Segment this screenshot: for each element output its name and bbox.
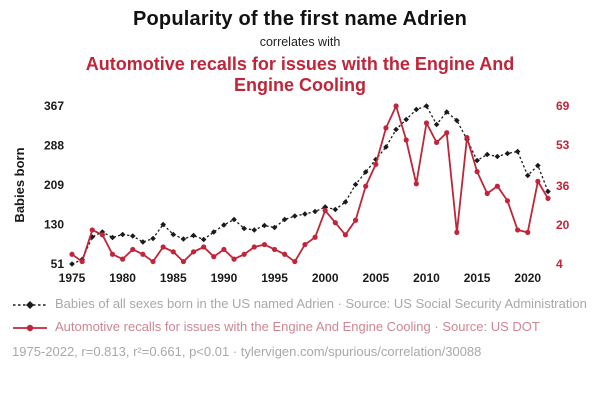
svg-text:20: 20	[556, 219, 570, 233]
svg-text:130: 130	[44, 218, 64, 232]
svg-text:36: 36	[556, 180, 570, 194]
svg-text:209: 209	[44, 178, 64, 192]
svg-text:2010: 2010	[413, 271, 440, 285]
svg-text:1990: 1990	[211, 271, 238, 285]
dashed-diamond-line-icon	[13, 301, 47, 310]
stats-footer: 1975-2022, r=0.813, r²=0.661, p<0.01 · t…	[12, 343, 482, 359]
svg-text:2005: 2005	[362, 271, 389, 285]
svg-text:53: 53	[556, 138, 570, 152]
svg-text:1985: 1985	[160, 271, 187, 285]
svg-text:1980: 1980	[109, 271, 136, 285]
svg-text:Recalls: Recalls	[597, 163, 600, 209]
svg-text:367: 367	[44, 99, 64, 113]
correlates-with-label: correlates with	[259, 35, 341, 49]
legend-item-babies: Babies of all sexes born in the US named…	[12, 296, 590, 312]
svg-text:2015: 2015	[464, 271, 491, 285]
svg-text:51: 51	[51, 257, 65, 271]
svg-text:1995: 1995	[261, 271, 288, 285]
page-title: Popularity of the first name Adrien	[132, 8, 468, 30]
svg-text:2020: 2020	[514, 271, 541, 285]
legend-label-babies: Babies of all sexes born in the US named…	[55, 296, 587, 312]
correlated-series-title: Automotive recalls for issues with the E…	[85, 54, 515, 96]
svg-text:69: 69	[556, 99, 570, 113]
correlation-chart: 51 130 209 288 367 4 20 36 53 69 1975 1980 1985 1990 1…	[12, 99, 600, 285]
legend-label-recalls: Automotive recalls for issues with the E…	[55, 318, 540, 334]
chart-legend: Babies of all sexes born in the US named…	[10, 296, 590, 335]
svg-text:4: 4	[556, 257, 563, 271]
svg-text:288: 288	[44, 139, 64, 153]
legend-item-recalls: Automotive recalls for issues with the E…	[12, 319, 590, 335]
svg-text:1975: 1975	[59, 271, 86, 285]
svg-text:Babies born: Babies born	[12, 148, 27, 223]
svg-text:2000: 2000	[312, 271, 339, 285]
solid-circle-line-icon	[13, 324, 47, 331]
